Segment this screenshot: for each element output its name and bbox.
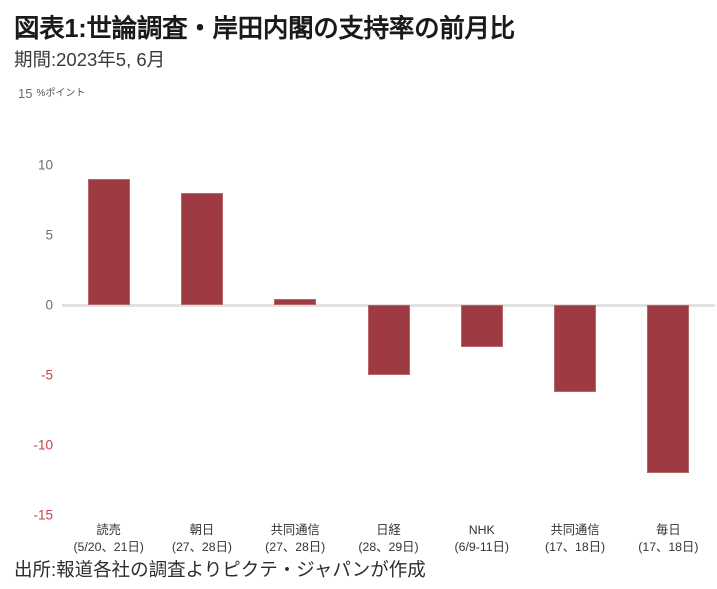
- x-axis-label-name: 日経: [376, 523, 401, 537]
- page-title: 図表1:世論調査・岸田内閣の支持率の前月比: [14, 15, 515, 43]
- y-axis-tick-label: 0: [45, 297, 53, 313]
- x-axis-label-name: NHK: [468, 523, 495, 537]
- x-axis-tick-label: 共同通信 (17、18日): [545, 522, 605, 555]
- x-axis-label-period: (6/9-11日): [454, 539, 510, 554]
- bar[interactable]: [554, 305, 597, 392]
- x-axis-tick-label: 毎日 (17、18日): [638, 522, 698, 555]
- y-axis-unit-label: %ポイント: [36, 88, 86, 99]
- bar[interactable]: [367, 305, 410, 375]
- bar[interactable]: [87, 179, 130, 305]
- y-axis-tick-label: 10: [37, 157, 53, 173]
- y-axis-unit: 15 %ポイント: [18, 87, 85, 100]
- source-note: 出所:報道各社の調査よりピクテ・ジャパンが作成: [14, 559, 426, 580]
- bar[interactable]: [647, 305, 690, 473]
- x-axis-label-period: (17、18日): [638, 539, 699, 554]
- chart-subtitle: 期間:2023年5, 6月: [14, 49, 166, 70]
- x-axis-label-name: 共同通信: [550, 523, 600, 537]
- y-axis-tick-label: -10: [33, 437, 53, 453]
- bar[interactable]: [274, 299, 317, 305]
- x-axis-tick-label: 日経 (28、29日): [358, 522, 418, 555]
- bar[interactable]: [180, 193, 223, 305]
- x-axis-label-period: (17、18日): [544, 539, 606, 554]
- x-axis-tick-label: 読売 (5/20、21日): [73, 522, 143, 555]
- x-axis-label-period: (27、28日): [265, 539, 326, 554]
- bar[interactable]: [460, 305, 503, 347]
- x-axis-tick-label: NHK (6/9-11日): [455, 522, 509, 555]
- x-axis-label-name: 読売: [96, 523, 121, 537]
- y-axis-tick-label: -15: [33, 507, 53, 523]
- x-axis-label-name: 共同通信: [270, 523, 320, 537]
- x-axis-tick-label: 朝日 (27、28日): [172, 522, 232, 555]
- x-axis-label-period: (27、28日): [171, 539, 232, 554]
- x-axis-label-period: (5/20、21日): [73, 539, 144, 554]
- y-axis-tick-label: 5: [45, 227, 53, 243]
- plot-area: 10 5 0 -5 -10 -15 読売 (5/20、21日) 朝日 (27、28日) 共同通信 (2…: [33, 95, 715, 554]
- y-axis-top-value: 15: [18, 86, 33, 101]
- x-axis-label-name: 朝日: [189, 523, 215, 537]
- x-axis-label-name: 毎日: [656, 523, 681, 537]
- y-axis-tick-label: -5: [40, 367, 53, 383]
- x-axis-tick-label: 共同通信 (27、28日): [265, 522, 325, 555]
- x-axis-label-period: (28、29日): [358, 539, 419, 554]
